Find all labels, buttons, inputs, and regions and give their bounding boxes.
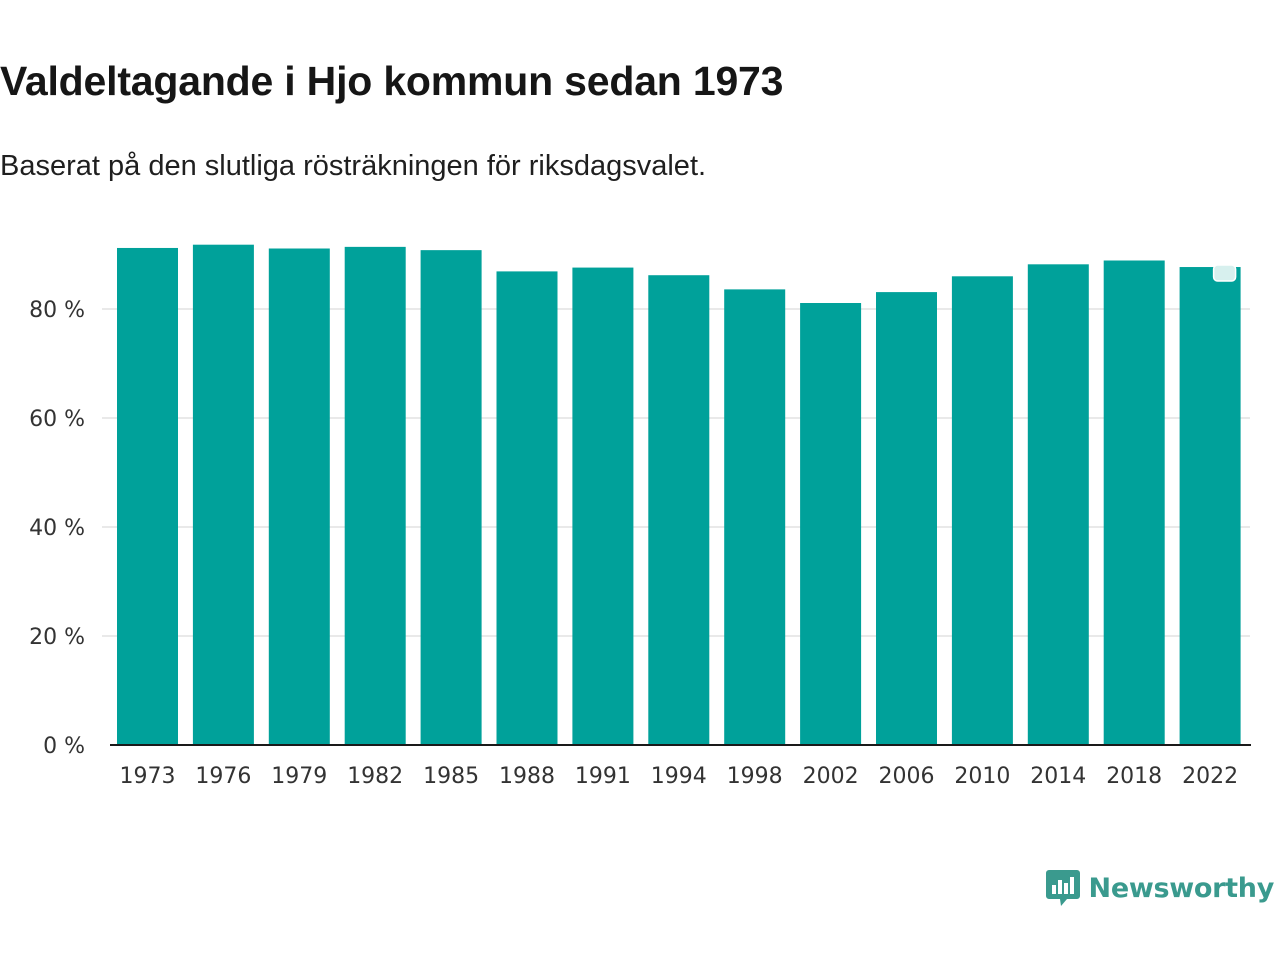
x-tick-label: 2018 [1106, 764, 1162, 789]
x-tick-label: 1985 [423, 764, 479, 789]
bar [572, 267, 634, 745]
bar [344, 246, 406, 745]
bar [117, 247, 178, 745]
bar [1179, 267, 1241, 745]
x-tick-label: 1991 [575, 764, 631, 789]
x-tick-label: 2002 [803, 764, 859, 789]
x-tick-label: 1973 [120, 764, 176, 789]
x-tick-label: 2010 [954, 764, 1010, 789]
y-tick-label: 60 % [29, 407, 85, 432]
bar [724, 289, 786, 745]
bar [420, 250, 482, 745]
chart-title: Valdeltagande i Hjo kommun sedan 1973 [0, 58, 784, 104]
bar [1103, 260, 1165, 745]
chart-subtitle: Baserat på den slutliga rösträkningen fö… [0, 150, 707, 182]
bar [876, 292, 937, 745]
y-tick-label: 80 % [29, 298, 85, 323]
x-tick-label: 2006 [879, 764, 935, 789]
bar-chart-bubble-icon [1045, 870, 1080, 906]
bar [496, 271, 558, 745]
bar [951, 276, 1013, 745]
x-tick-label: 1994 [651, 764, 707, 789]
y-tick-label: 0 % [43, 734, 85, 759]
x-tick-label: 2022 [1182, 764, 1238, 789]
x-tick-label: 1979 [271, 764, 327, 789]
bar-highlight-marker [1212, 264, 1237, 282]
x-tick-label: 1982 [347, 764, 403, 789]
x-tick-label: 1976 [195, 764, 251, 789]
bar [268, 248, 330, 745]
x-tick-label: 1998 [727, 764, 783, 789]
brand-name: Newsworthy [1088, 872, 1275, 904]
brand-logo: Newsworthy [1045, 868, 1274, 908]
y-tick-label: 20 % [29, 625, 85, 650]
x-tick-label: 2014 [1030, 764, 1086, 789]
bar [800, 303, 862, 745]
y-tick-label: 40 % [29, 516, 85, 541]
bar [192, 244, 254, 745]
bar [1027, 264, 1089, 745]
x-tick-label: 1988 [499, 764, 555, 789]
bar [648, 275, 710, 745]
